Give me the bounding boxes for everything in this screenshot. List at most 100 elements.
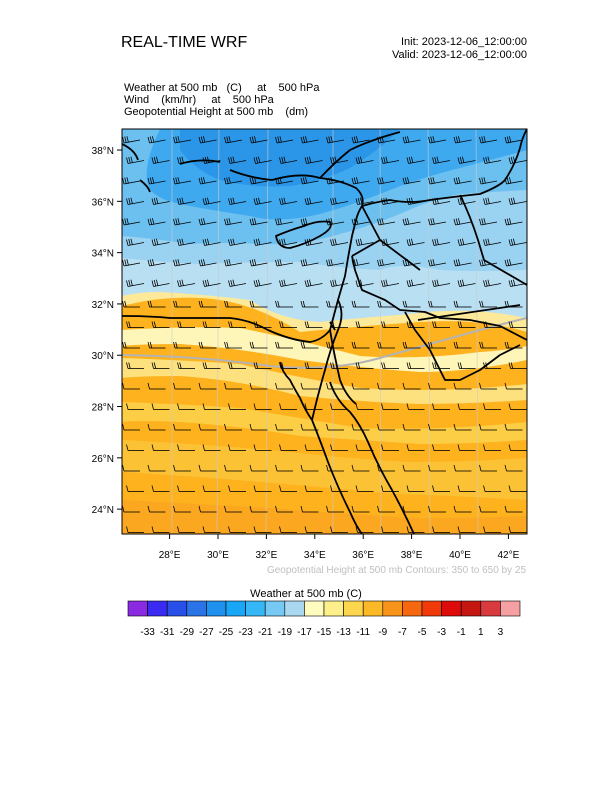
lat-label: 30°N	[92, 351, 114, 362]
colorbar-cell	[206, 600, 227, 617]
wind-barb	[483, 485, 501, 492]
wind-barb	[249, 505, 268, 513]
wind-barb	[253, 279, 272, 287]
wind-barb	[377, 136, 396, 144]
colorbar-title: Weather at 500 mb (C)	[250, 588, 362, 600]
wind-barb	[173, 423, 191, 431]
lat-label: 26°N	[92, 454, 114, 465]
wind-barb	[304, 321, 323, 328]
wind-barb	[504, 341, 523, 349]
wind-barb	[402, 505, 421, 513]
colorbar-cell	[480, 600, 501, 617]
colorbar-cell	[147, 600, 168, 617]
wind-barb	[508, 403, 527, 410]
wind-barb	[202, 485, 221, 492]
wind-barb	[355, 321, 374, 328]
wind-barb	[326, 505, 344, 513]
wind-barb	[300, 136, 319, 144]
wind-barb	[355, 238, 374, 246]
wind-barb	[508, 362, 527, 369]
wind-barb	[300, 259, 319, 267]
lon-label: 38°E	[401, 550, 423, 561]
wind-barb	[224, 218, 243, 226]
wind-barb	[202, 279, 221, 287]
colorbar-cell	[264, 600, 286, 617]
wind-barb	[126, 156, 145, 164]
wind-barb	[479, 382, 497, 390]
wind-barb	[330, 238, 349, 246]
wind-barb	[483, 197, 502, 205]
colorbar-label: -13	[336, 627, 351, 638]
wind-barb	[457, 197, 476, 205]
wind-barb	[249, 464, 268, 472]
wind-barb	[147, 177, 166, 185]
wind-barb	[177, 156, 196, 164]
wind-barb	[224, 505, 242, 513]
wind-barb	[198, 300, 217, 308]
wind-barb	[279, 362, 297, 369]
wind-barb	[198, 341, 217, 349]
wind-barb	[453, 382, 472, 390]
wind-barb	[253, 238, 272, 246]
wind-barb	[122, 341, 140, 349]
lat-label: 36°N	[92, 197, 114, 208]
field-descriptions: Weather at 500 mb (C) at 500 hPa Wind (k…	[124, 82, 319, 118]
colorbar-cell	[323, 600, 344, 617]
wind-barb	[228, 238, 247, 246]
wind-barb	[198, 382, 217, 390]
wind-barb	[279, 403, 297, 410]
wind-barb	[326, 136, 345, 144]
wind-barb	[355, 156, 374, 164]
wind-barb	[228, 362, 246, 369]
wind-barb	[147, 218, 166, 226]
wind-barb	[126, 238, 145, 246]
wind-barb	[275, 259, 294, 267]
wind-barb	[479, 423, 497, 431]
wind-barb	[381, 156, 400, 164]
wind-barb	[351, 300, 370, 308]
wind-barb	[483, 238, 502, 246]
wind-barb	[279, 485, 297, 492]
wind-barb	[224, 423, 242, 431]
wind-barb	[202, 403, 221, 410]
wind-barb	[224, 464, 242, 472]
wind-barb	[173, 341, 191, 349]
wind-barb	[381, 526, 399, 533]
wind-barb	[432, 197, 451, 205]
wind-barb	[377, 259, 396, 267]
wind-barb	[122, 218, 141, 226]
wind-barb	[279, 444, 297, 451]
wind-barb	[122, 136, 141, 144]
wind-barb	[202, 156, 221, 164]
lon-label: 28°E	[159, 550, 181, 561]
wind-barb	[351, 218, 370, 226]
wind-barb	[381, 238, 400, 246]
wind-barb	[224, 300, 242, 308]
wind-barb	[202, 321, 221, 328]
wind-barb	[402, 259, 421, 267]
colorbar: -33 -31 -29 -27 -25 -23 -21 -19 -17 -15 -13 -11 -9 -7…	[127, 600, 521, 638]
wind-barb	[432, 321, 450, 328]
colorbar-cell	[382, 600, 403, 617]
field-wind: Wind (km/hr) at 500 hPa	[124, 94, 274, 106]
wind-barb	[377, 505, 395, 513]
wind-barb	[147, 464, 166, 472]
wind-barb	[402, 300, 421, 308]
colorbar-label: -19	[278, 627, 293, 638]
wind-barb	[228, 526, 246, 533]
wind-barb	[122, 423, 140, 431]
wind-barb	[351, 505, 370, 513]
wind-barb	[479, 136, 498, 144]
wind-barb	[122, 505, 140, 513]
colorbar-label: -29	[180, 627, 195, 638]
wind-barb	[483, 444, 501, 451]
wind-barb	[377, 177, 396, 185]
wind-barb	[453, 423, 472, 431]
wind-barb	[479, 218, 498, 226]
wind-barb	[326, 177, 345, 185]
wind-barb	[432, 156, 451, 164]
wind-barb	[402, 177, 421, 185]
wind-barb	[249, 341, 268, 349]
wind-barb	[275, 505, 293, 513]
wind-barb	[428, 505, 446, 513]
